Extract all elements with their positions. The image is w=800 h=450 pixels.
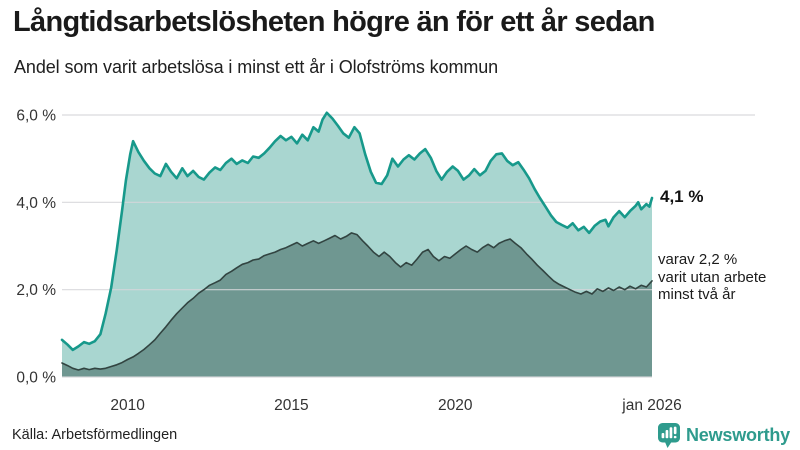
newsworthy-chart-bubble-icon <box>657 422 680 448</box>
page-title: Långtidsarbetslösheten högre än för ett … <box>13 6 655 38</box>
x-tick-label: 2020 <box>438 397 473 414</box>
y-tick-label: 2,0 % <box>16 282 56 299</box>
source-note: Källa: Arbetsförmedlingen <box>12 427 178 443</box>
y-tick-label: 0,0 % <box>16 370 56 387</box>
secondary-value-annotation: varav 2,2 % varit utan arbete minst två … <box>658 251 790 304</box>
x-tick-label: 2015 <box>274 397 308 414</box>
annotation-line: minst två år <box>658 286 736 303</box>
series-line-2 <box>61 232 653 371</box>
annotation-line: varit utan arbete <box>658 268 767 286</box>
brand-name: Newsworthy <box>685 424 790 445</box>
chart-subtitle: Andel som varit arbetslösa i minst ett å… <box>14 57 499 77</box>
y-tick-label: 6,0 % <box>16 108 56 125</box>
y-tick-label: 4,0 % <box>16 195 56 212</box>
x-tick-label: jan 2026 <box>621 397 681 414</box>
newsworthy-logo[interactable]: Newsworthy <box>657 421 790 449</box>
annotation-line: varav 2,2 % <box>658 251 738 268</box>
series-area-2 <box>62 232 652 377</box>
latest-value-label: 4,1 % <box>660 187 704 206</box>
x-tick-label: 2010 <box>110 397 145 414</box>
series-line-1 <box>60 111 654 352</box>
